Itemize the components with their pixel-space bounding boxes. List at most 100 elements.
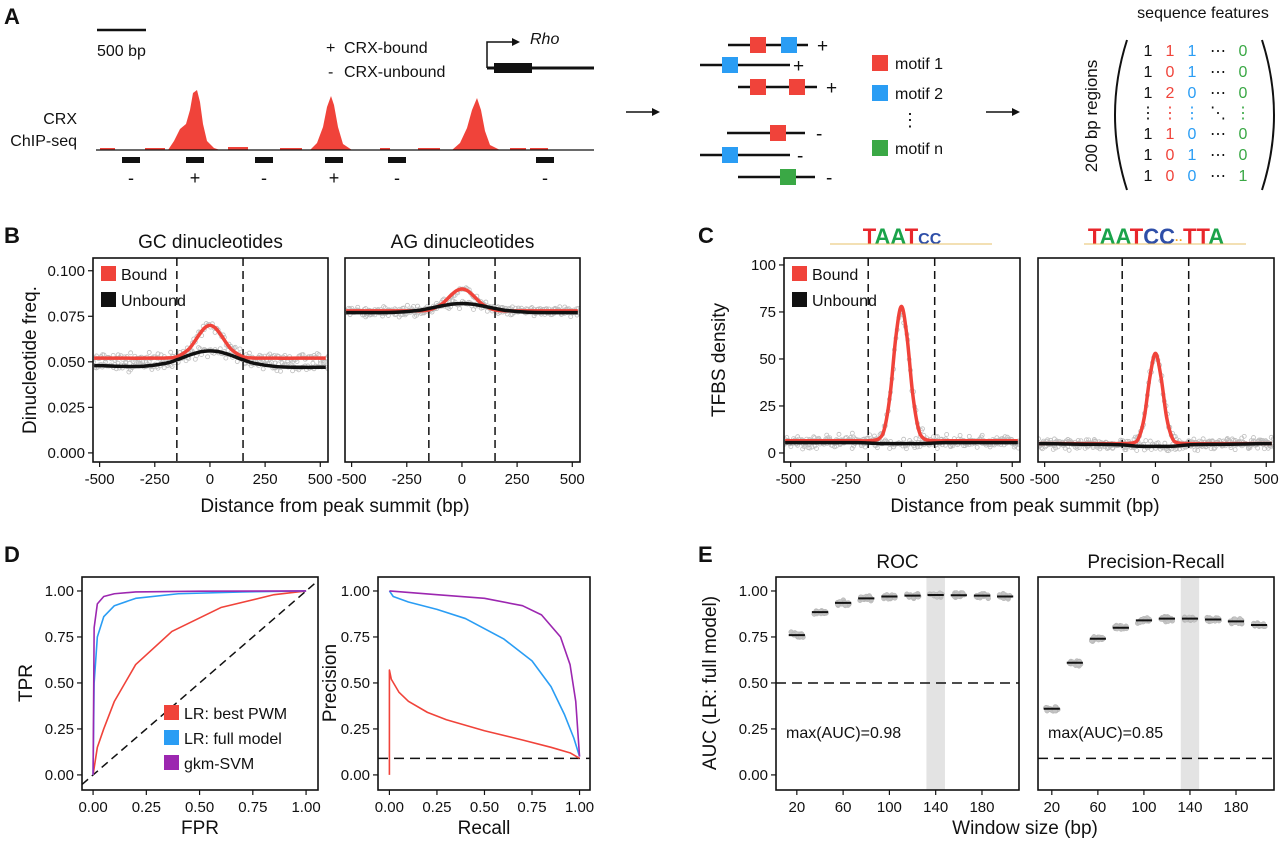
x-tick-label: -250 (140, 471, 170, 488)
logo-letter: T (1196, 224, 1210, 249)
region-sign: - (542, 168, 548, 188)
raw-point (169, 364, 175, 369)
raw-point (851, 434, 856, 440)
matrix-cell: 1 (1188, 43, 1197, 60)
raw-point (557, 304, 563, 310)
region-bar (255, 157, 273, 163)
motif-legend-label: motif n (895, 141, 943, 158)
plot-area (1038, 258, 1274, 462)
raw-point (966, 433, 972, 439)
matrix-cell: 0 (1166, 64, 1175, 81)
motif-box (781, 37, 797, 53)
sequence-sign: + (826, 78, 837, 99)
arrow-right-icon (652, 108, 660, 116)
region-bars: - + - + - - (122, 157, 554, 188)
rho-gene-model (486, 38, 594, 73)
raw-point (824, 432, 830, 438)
matrix-cell: 1 (1144, 43, 1153, 60)
raw-point (887, 446, 893, 451)
legend-bound-sign: + (326, 40, 335, 57)
matrix-title: sequence features (1137, 5, 1269, 22)
motif-box (750, 79, 766, 95)
plot-frame (1037, 576, 1275, 791)
raw-point (577, 308, 580, 314)
legend-swatch (101, 266, 116, 281)
y-tick-label: 0.050 (47, 354, 85, 371)
plot-area (776, 577, 1019, 790)
matrix-cell: 2 (1166, 85, 1175, 102)
sequence-region: - (738, 168, 832, 189)
series-line-lr-full-model (388, 590, 581, 757)
sequence-region: + (728, 36, 828, 57)
raw-point (149, 366, 155, 372)
motif-logo-text: TAATCC··TTA (1088, 224, 1224, 249)
legend-label: LR: best PWM (184, 706, 287, 723)
x-tick-label: 0.00 (78, 799, 107, 816)
x-tick-label: 0.50 (185, 799, 214, 816)
raw-point (161, 365, 167, 371)
region-sign: + (190, 168, 201, 188)
panel-label-c: C (698, 223, 714, 248)
y-tick-label: 100 (751, 257, 776, 274)
panel-label-e: E (698, 542, 713, 567)
matrix-cell: 0 (1166, 168, 1175, 185)
raw-point (310, 360, 316, 366)
chart-d-5: 0.00 0.25 0.50 0.75 1.00 0.00 0.25 0.50 0.75 1.00… (320, 576, 594, 839)
charts: -500 -250 0 250 5000.0000.0250.0500.0750.100… (16, 224, 1279, 839)
raw-point (1251, 435, 1256, 440)
sequence-regions: +++--- (700, 36, 837, 189)
y-tick-label: 0.000 (47, 445, 85, 462)
x-tick-label: 0.00 (375, 799, 404, 816)
legend-bound-label: CRX-bound (344, 40, 428, 57)
motif-ellipsis: ⋮ (901, 110, 919, 130)
y-tick-label: 75 (759, 304, 776, 321)
matrix-cell: ⋯ (1210, 43, 1226, 60)
y-tick-label: 1.00 (341, 583, 370, 600)
x-tick-label: 60 (835, 799, 852, 816)
logo-letter: T (1130, 224, 1144, 249)
region-sign: - (261, 168, 267, 188)
raw-point (278, 368, 283, 374)
highlight-band (926, 577, 945, 790)
logo-letter: A (1116, 224, 1132, 249)
logo-letter: · (1175, 233, 1179, 247)
raw-point (1143, 438, 1149, 444)
motif-logo: TAATCC (830, 224, 992, 249)
matrix-cell: ⋯ (1210, 147, 1226, 164)
series-line-bound (94, 323, 326, 360)
y-tick-label: 0 (768, 445, 776, 462)
highlight-band (1180, 577, 1200, 790)
x-tick-label: 140 (923, 799, 948, 816)
raw-point (874, 445, 880, 451)
series-line-lr-full-model (92, 590, 307, 775)
raw-point (1229, 436, 1235, 442)
x-tick-label: 100 (877, 799, 902, 816)
y-tick-label: 0.25 (45, 721, 74, 738)
x-tick-label: -500 (776, 471, 806, 488)
legend-swatch (164, 730, 179, 745)
x-tick-label: 0.25 (132, 799, 161, 816)
motif-box (722, 147, 738, 163)
series-line-unbound (94, 349, 326, 370)
max-auc-annotation: max(AUC)=0.98 (786, 725, 901, 742)
x-tick-label: 0.25 (422, 799, 451, 816)
y-tick-label: 0.75 (45, 629, 74, 646)
raw-point (912, 445, 918, 450)
x-tick-label: 250 (944, 471, 969, 488)
plot-area (93, 258, 328, 462)
track-label-2: ChIP-seq (10, 133, 77, 150)
region-bar (388, 157, 406, 163)
legend-label: LR: full model (184, 731, 282, 748)
sequence-region: + (700, 56, 804, 77)
raw-point (1045, 437, 1050, 443)
raw-point (326, 353, 328, 359)
matrix-cell: 1 (1239, 168, 1248, 185)
matrix-cell: 0 (1239, 126, 1248, 143)
y-tick-label: 0.50 (45, 675, 74, 692)
raw-point (1192, 447, 1198, 453)
logo-letter: A (890, 224, 906, 249)
motif-box (770, 125, 786, 141)
series-line-gkm-svm (389, 590, 581, 757)
x-tick-label: 500 (1254, 471, 1279, 488)
